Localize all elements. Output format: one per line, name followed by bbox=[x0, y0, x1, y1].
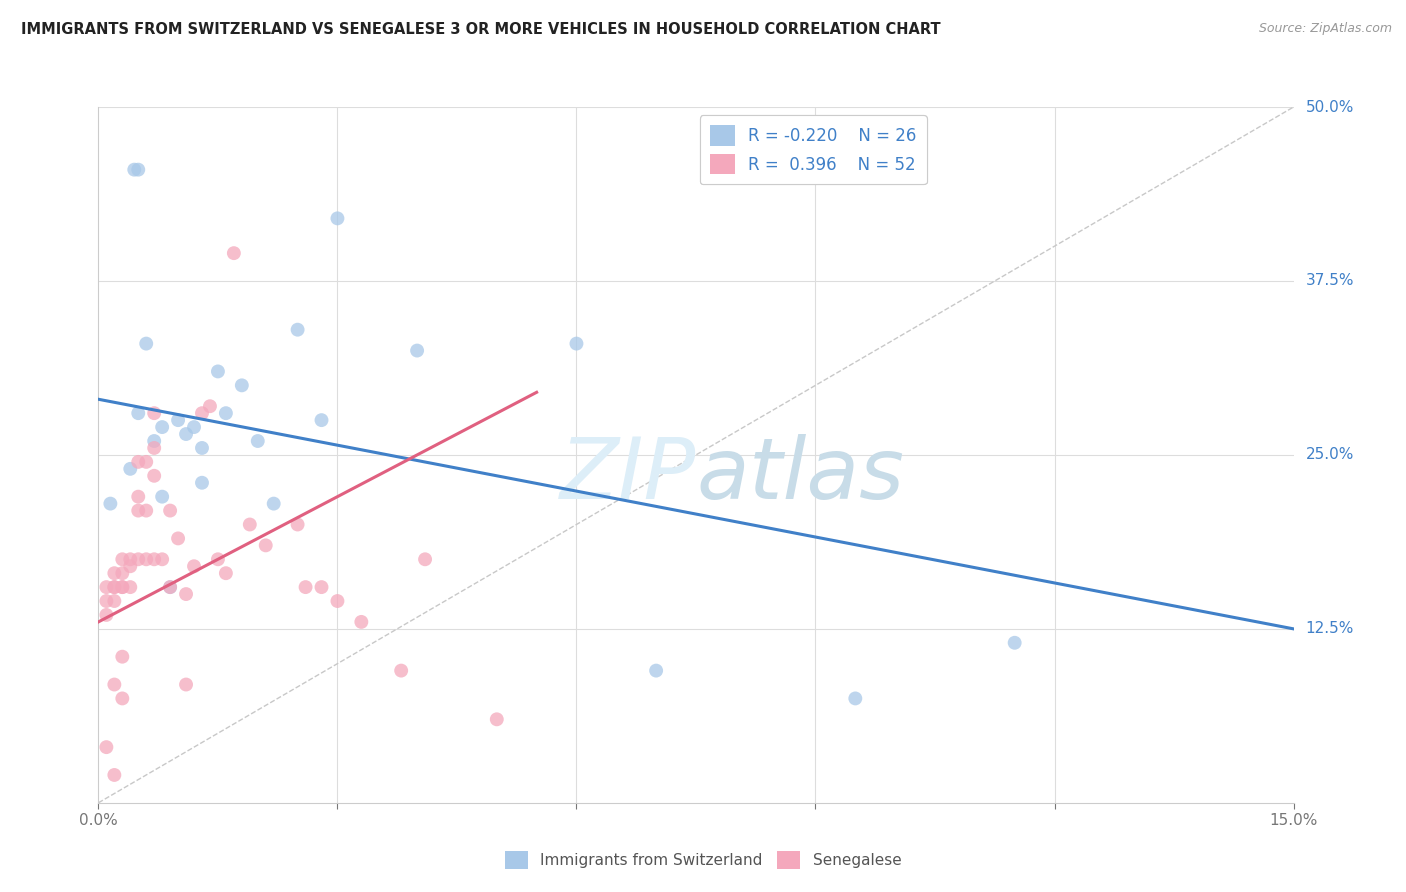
Point bbox=[143, 406, 166, 420]
Text: 37.5%: 37.5% bbox=[1305, 274, 1354, 288]
Point bbox=[135, 455, 157, 469]
Point bbox=[215, 566, 238, 581]
Point bbox=[103, 594, 125, 608]
Point bbox=[124, 162, 146, 177]
Point bbox=[231, 378, 253, 392]
Point bbox=[239, 517, 262, 532]
Point bbox=[127, 490, 149, 504]
Text: Source: ZipAtlas.com: Source: ZipAtlas.com bbox=[1258, 22, 1392, 36]
Point bbox=[406, 343, 429, 358]
Point bbox=[143, 441, 166, 455]
Point bbox=[263, 497, 285, 511]
Point bbox=[135, 552, 157, 566]
Point bbox=[207, 364, 229, 378]
Point bbox=[120, 580, 142, 594]
Point bbox=[215, 406, 238, 420]
Text: 12.5%: 12.5% bbox=[1305, 622, 1354, 636]
Point bbox=[111, 691, 134, 706]
Point bbox=[127, 406, 149, 420]
Point bbox=[485, 712, 508, 726]
Point bbox=[183, 420, 205, 434]
Legend: Immigrants from Switzerland, Senegalese: Immigrants from Switzerland, Senegalese bbox=[499, 845, 907, 875]
Point bbox=[294, 580, 316, 594]
Point bbox=[207, 552, 229, 566]
Point bbox=[127, 455, 149, 469]
Point bbox=[326, 211, 349, 226]
Point bbox=[167, 532, 190, 546]
Point bbox=[111, 566, 134, 581]
Point bbox=[287, 517, 309, 532]
Point bbox=[111, 649, 134, 664]
Point bbox=[222, 246, 245, 260]
Point bbox=[103, 768, 125, 782]
Point bbox=[254, 538, 277, 552]
Point bbox=[159, 580, 181, 594]
Point bbox=[103, 580, 125, 594]
Text: 50.0%: 50.0% bbox=[1305, 100, 1354, 114]
Point bbox=[135, 503, 157, 517]
Point bbox=[1004, 636, 1026, 650]
Point bbox=[191, 406, 214, 420]
Point bbox=[150, 552, 173, 566]
Point bbox=[174, 587, 197, 601]
Point bbox=[645, 664, 668, 678]
Point bbox=[174, 427, 197, 442]
Point bbox=[287, 323, 309, 337]
Point bbox=[111, 580, 134, 594]
Point bbox=[350, 615, 373, 629]
Point bbox=[413, 552, 436, 566]
Point bbox=[120, 552, 142, 566]
Point bbox=[167, 413, 190, 427]
Point bbox=[191, 475, 214, 490]
Point bbox=[143, 434, 166, 448]
Text: IMMIGRANTS FROM SWITZERLAND VS SENEGALESE 3 OR MORE VEHICLES IN HOUSEHOLD CORREL: IMMIGRANTS FROM SWITZERLAND VS SENEGALES… bbox=[21, 22, 941, 37]
Point bbox=[150, 420, 173, 434]
Point bbox=[326, 594, 349, 608]
Point bbox=[96, 740, 118, 755]
Text: 25.0%: 25.0% bbox=[1305, 448, 1354, 462]
Point bbox=[120, 462, 142, 476]
Point bbox=[198, 399, 221, 413]
Point bbox=[96, 594, 118, 608]
Point bbox=[844, 691, 866, 706]
Point bbox=[143, 552, 166, 566]
Point bbox=[143, 468, 166, 483]
Point bbox=[159, 503, 181, 517]
Point bbox=[127, 162, 149, 177]
Point bbox=[96, 607, 118, 622]
Point bbox=[565, 336, 588, 351]
Point bbox=[103, 566, 125, 581]
Point bbox=[111, 580, 134, 594]
Point bbox=[191, 441, 214, 455]
Text: atlas: atlas bbox=[696, 434, 904, 517]
Point bbox=[127, 503, 149, 517]
Point bbox=[103, 677, 125, 691]
Point bbox=[150, 490, 173, 504]
Point bbox=[135, 336, 157, 351]
Point bbox=[111, 552, 134, 566]
Point bbox=[174, 677, 197, 691]
Point bbox=[159, 580, 181, 594]
Point bbox=[98, 497, 122, 511]
Point bbox=[311, 580, 333, 594]
Point bbox=[183, 559, 205, 574]
Point bbox=[96, 580, 118, 594]
Point bbox=[120, 559, 142, 574]
Legend: R = -0.220    N = 26, R =  0.396    N = 52: R = -0.220 N = 26, R = 0.396 N = 52 bbox=[700, 115, 927, 185]
Point bbox=[103, 580, 125, 594]
Text: ZIP: ZIP bbox=[560, 434, 696, 517]
Point bbox=[246, 434, 269, 448]
Point bbox=[127, 552, 149, 566]
Point bbox=[311, 413, 333, 427]
Point bbox=[389, 664, 412, 678]
